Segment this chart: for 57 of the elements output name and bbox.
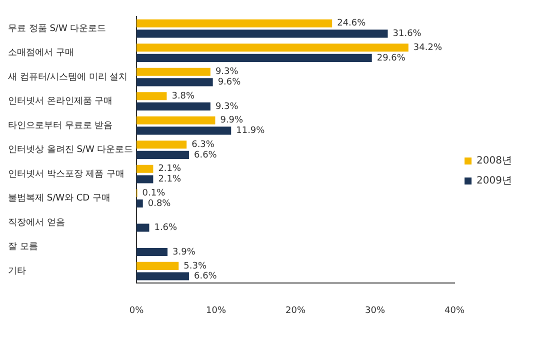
- bar: [136, 262, 179, 270]
- data-label: 5.3%: [184, 261, 207, 272]
- x-tick-label: 30%: [365, 306, 386, 316]
- y-tick-label: 기타: [8, 266, 26, 276]
- bar: [136, 116, 216, 124]
- y-tick-label: 직장에서 얻음: [8, 218, 65, 228]
- bar: [136, 164, 154, 173]
- y-tick-label: 불법복제 S/W와 CD 구매: [8, 194, 110, 204]
- x-tick-label: 20%: [286, 306, 306, 316]
- bar: [136, 224, 150, 232]
- data-label: 1.6%: [154, 223, 178, 234]
- data-label: 2.1%: [158, 164, 182, 174]
- x-tick-label: 40%: [444, 306, 465, 316]
- bar: [136, 54, 372, 62]
- bar: [136, 248, 168, 256]
- data-label: 34.2%: [413, 42, 442, 53]
- data-label: 6.3%: [192, 140, 215, 150]
- bar: [136, 140, 187, 149]
- data-label: 2.1%: [158, 174, 182, 185]
- y-tick-label: 타인으로부터 무료로 받음: [8, 120, 113, 131]
- data-label: 6.6%: [194, 272, 218, 282]
- bar: [136, 68, 210, 76]
- data-label: 9.6%: [218, 78, 242, 88]
- y-tick-label: 무료 정품 S/W 다운로드: [8, 24, 106, 34]
- y-tick-label: 인터넷상 올려진 S/W 다운로드: [8, 145, 134, 156]
- data-label: 11.9%: [236, 126, 266, 136]
- y-tick-label: 잘 모름: [8, 242, 38, 252]
- data-label: 24.6%: [337, 18, 366, 29]
- y-tick-label: 인터넷서 온라인제품 구매: [8, 96, 113, 107]
- y-tick-label: 새 컴퓨터/시스템에 미리 설치: [8, 72, 128, 82]
- data-label: 0.1%: [142, 188, 166, 198]
- data-label: 9.9%: [220, 116, 244, 126]
- data-label: 3.8%: [172, 91, 196, 102]
- legend-label: 2008년: [476, 156, 512, 167]
- y-tick-label: 인터넷서 박스포장 제품 구매: [8, 169, 125, 180]
- bar: [136, 19, 332, 28]
- x-tick-label: 10%: [206, 306, 226, 316]
- bar: [136, 272, 189, 280]
- data-label: 3.9%: [172, 247, 196, 258]
- bar: [136, 44, 408, 52]
- data-label: 6.6%: [194, 150, 218, 160]
- x-tick-label: 0%: [129, 306, 144, 316]
- bar: [136, 102, 210, 110]
- bar: [136, 78, 213, 86]
- y-tick-label: 소매점에서 구매: [8, 48, 74, 58]
- data-label: 9.3%: [215, 102, 239, 112]
- bar: [136, 30, 388, 38]
- bar: [136, 150, 189, 159]
- data-label: 9.3%: [215, 67, 239, 78]
- bar: [136, 199, 143, 208]
- legend-label: 2009년: [476, 176, 512, 187]
- bar: [136, 92, 167, 100]
- bar: [136, 175, 154, 184]
- data-label: 29.6%: [376, 53, 406, 64]
- bar: [136, 126, 232, 135]
- data-label: 0.8%: [148, 198, 172, 209]
- data-label: 31.6%: [392, 29, 422, 40]
